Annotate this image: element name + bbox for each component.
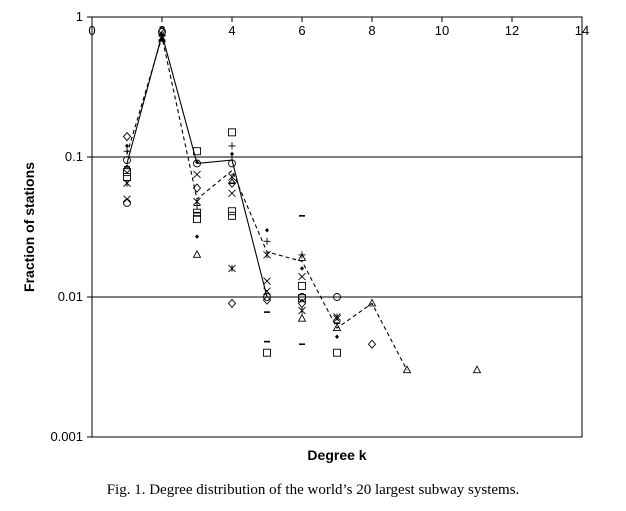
square-marker [333, 348, 341, 357]
asterisk-marker [298, 306, 306, 315]
asterisk-marker [123, 179, 131, 188]
circle-marker [333, 293, 341, 301]
x-tick-label: 8 [368, 23, 375, 38]
square-marker [298, 281, 306, 290]
diamond-marker [227, 298, 237, 309]
x-tick-label: 6 [298, 23, 305, 38]
square-marker [193, 208, 201, 217]
diamond-marker [122, 131, 132, 142]
asterisk-marker [228, 264, 236, 273]
square-marker [193, 147, 201, 156]
dot-marker [335, 334, 339, 339]
dot-marker [160, 36, 164, 41]
asterisk-marker [333, 313, 341, 321]
triangle-marker [472, 365, 482, 374]
dot-marker [230, 151, 234, 157]
cross-marker [263, 287, 271, 296]
x-axis-title: Degree k [307, 447, 366, 463]
plus-marker [263, 237, 271, 245]
cross-marker [193, 170, 201, 179]
dot-marker [195, 234, 199, 239]
triangle-marker [297, 253, 307, 261]
dot-marker [265, 228, 269, 233]
plus-marker [193, 202, 201, 210]
triangle-marker [402, 365, 412, 374]
series-lines [126, 32, 408, 371]
cross-marker [228, 189, 236, 198]
dashed-series-line [126, 36, 408, 371]
plus-marker [298, 251, 306, 259]
triangle-marker [297, 313, 307, 322]
triangle-marker [367, 298, 377, 307]
square-marker [123, 168, 131, 177]
x-tick-label: 14 [575, 23, 589, 38]
square-marker [123, 173, 131, 181]
x-tick-label: 4 [228, 23, 235, 38]
dot-marker [195, 159, 199, 165]
solid-series-line [126, 32, 337, 298]
circle-marker [298, 293, 306, 301]
y-tick-label: 0.01 [58, 289, 83, 304]
y-axis-title: Fraction of stations [21, 162, 37, 292]
plus-marker [228, 142, 236, 150]
y-tick-label: 0.001 [50, 429, 83, 444]
square-marker [228, 128, 236, 137]
circle-marker [263, 293, 271, 301]
cross-marker [263, 277, 271, 285]
diamond-marker [122, 164, 132, 174]
plus-marker [123, 147, 131, 155]
triangle-marker [332, 323, 342, 332]
x-tick-label: 10 [435, 23, 449, 38]
square-marker [228, 207, 236, 216]
dot-marker [125, 143, 129, 149]
square-marker [193, 215, 201, 224]
triangle-marker [192, 249, 202, 258]
figure-caption: Fig. 1. Degree distribution of the world… [106, 482, 520, 498]
chart: 0 2 4 6 8 10 12 14 1 0.1 0.01 0.001 Degree k Fracti… [21, 9, 589, 463]
diamond-marker [192, 183, 202, 193]
diamond-marker [227, 178, 237, 188]
asterisk-marker [263, 251, 271, 259]
plot-frame [91, 16, 583, 438]
gridlines [92, 156, 582, 298]
square-marker [228, 211, 236, 220]
dot-marker [300, 266, 304, 271]
circle-marker [123, 156, 131, 165]
x-tick-label: 2 [158, 23, 165, 38]
y-tick-label: 1 [76, 9, 83, 24]
asterisk-marker [228, 173, 236, 181]
cross-marker [123, 195, 131, 203]
data-markers [122, 25, 482, 374]
diamond-marker [367, 339, 377, 349]
square-marker [263, 348, 271, 357]
cross-marker [298, 272, 306, 281]
x-tick-label: 12 [505, 23, 519, 38]
y-tick-label: 0.1 [65, 149, 83, 164]
axis-ticks: 0 2 4 6 8 10 12 14 1 0.1 0.01 0.001 [50, 9, 589, 444]
diamond-marker [262, 295, 272, 305]
x-tick-label: 0 [88, 23, 95, 38]
circle-marker [123, 198, 131, 207]
